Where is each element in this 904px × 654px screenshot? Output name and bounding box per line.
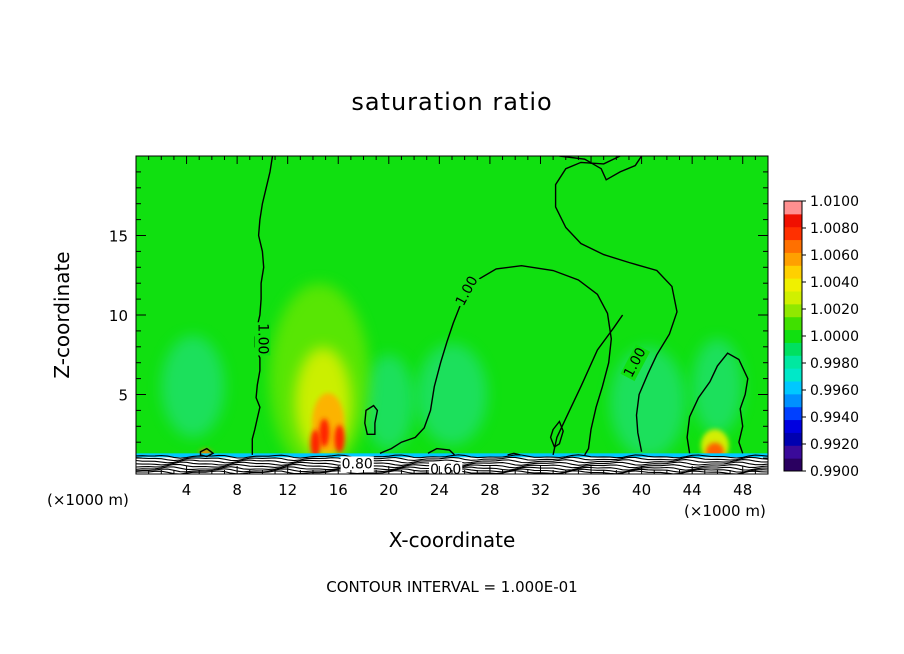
colorbar-swatch (784, 419, 802, 433)
x-tick-label: 32 (531, 481, 550, 499)
contour-line-1.00 (686, 352, 749, 454)
colorbar-swatch (784, 329, 802, 343)
contour-interval-note: CONTOUR INTERVAL = 1.000E-01 (326, 578, 578, 596)
colorbar-swatch (784, 368, 802, 382)
colorbar-label: 1.0080 (810, 221, 859, 237)
x-tick-label: 16 (329, 481, 348, 499)
contour-label: 1.00 (254, 323, 270, 354)
x-tick-label: 40 (632, 481, 651, 499)
x-tick-label: 36 (581, 481, 600, 499)
contour-line-1.00-inner (552, 314, 624, 456)
colorbar-swatch (784, 239, 802, 253)
supersaturated-peak (334, 425, 345, 454)
subsaturated-region (161, 335, 225, 438)
x-tick-label: 48 (733, 481, 752, 499)
x-tick-label: 12 (278, 481, 297, 499)
supersaturated-peak (310, 429, 321, 458)
colorbar-label: 0.9900 (810, 464, 859, 480)
chart-title: saturation ratio (351, 88, 553, 116)
contour-line-1.00 (559, 156, 643, 181)
y-axis-label: Z-coordinate (50, 251, 74, 379)
colorbar-swatch (784, 458, 802, 472)
colorbar-label: 0.9940 (810, 410, 859, 426)
contour-line-1.00 (507, 452, 521, 456)
contour-label-bg (254, 322, 271, 356)
colorbar-swatch (784, 201, 802, 215)
colorbar-swatch (784, 265, 802, 279)
colorbar-swatch (784, 213, 802, 228)
x-axis-label: X-coordinate (388, 528, 516, 552)
x-unit-label-left: (×1000 m) (47, 491, 129, 509)
supersaturated-peak (319, 418, 330, 447)
colorbar-swatch (784, 342, 802, 356)
colorbar-swatch (784, 278, 802, 292)
x-tick-label: 44 (683, 481, 702, 499)
contour-line-1.00-closed (199, 447, 215, 458)
contour-line-surface (136, 459, 768, 464)
contour-line-surface (136, 454, 768, 459)
colorbar-swatch (784, 226, 802, 241)
contour-label-bg (620, 344, 651, 382)
y-tick-label: 5 (118, 387, 128, 405)
x-unit-label-right: (×1000 m) (684, 502, 766, 520)
y-tick-label: 10 (109, 307, 128, 325)
subsaturated-region (363, 354, 415, 451)
colorbar-swatch (784, 432, 802, 446)
contour-line-1.00 (427, 447, 455, 456)
contour-line-1.00 (554, 156, 678, 452)
colorbar-swatch (784, 316, 802, 331)
subsaturated-region (610, 346, 686, 459)
colorbar-label: 0.9980 (810, 356, 859, 372)
contour-label: 0.60 (430, 462, 461, 478)
colorbar-label: 1.0100 (810, 194, 859, 210)
x-tick-label: 24 (430, 481, 449, 499)
colorbar-label: 0.9920 (810, 437, 859, 453)
colorbar-label: 0.9960 (810, 383, 859, 399)
colorbar-label: 1.0000 (810, 329, 859, 345)
colorbar-swatch (784, 445, 802, 459)
x-tick-label: 28 (480, 481, 499, 499)
contour-line-surface (136, 456, 768, 462)
contour-line-1.00-closed (549, 420, 564, 449)
colorbar-swatch (784, 355, 802, 369)
colorbar-label: 1.0060 (810, 248, 859, 264)
y-tick-label: 15 (109, 228, 128, 246)
colorbar-swatch (784, 291, 802, 305)
subsaturated-region (416, 343, 488, 446)
x-tick-label: 8 (232, 481, 242, 499)
contour-line-1.00 (379, 264, 613, 456)
colorbar-swatch (784, 303, 802, 318)
contour-line-1.00-closed (364, 404, 379, 435)
colorbar-swatch (784, 252, 802, 266)
colorbar-swatch (784, 406, 802, 421)
colorbar-swatch (784, 381, 802, 395)
colorbar-swatch (784, 393, 802, 408)
x-tick-label: 4 (182, 481, 192, 499)
subsaturated-region (692, 338, 743, 435)
colorbar-label: 1.0040 (810, 275, 859, 291)
colorbar-label: 1.0020 (810, 302, 859, 318)
contour-label: 0.80 (342, 456, 373, 472)
contour-label-bg (452, 272, 483, 310)
contour-label-bg (340, 456, 374, 473)
x-tick-label: 20 (379, 481, 398, 499)
